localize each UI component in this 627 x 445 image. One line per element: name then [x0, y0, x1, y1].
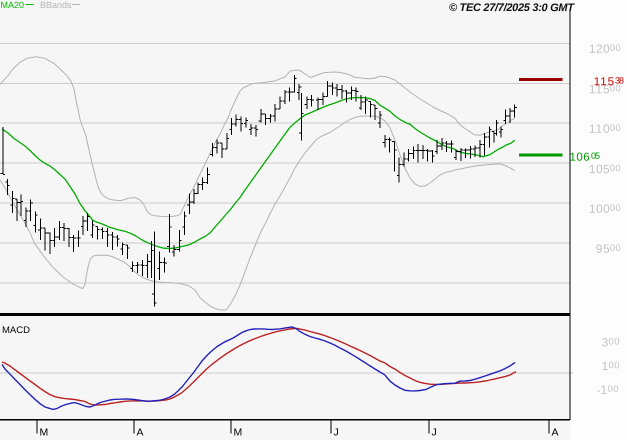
- svg-text:00: 00: [608, 360, 619, 371]
- svg-text:MACD: MACD: [2, 325, 30, 336]
- svg-text:3: 3: [602, 335, 609, 349]
- svg-text:38: 38: [615, 76, 624, 86]
- svg-text:00: 00: [608, 384, 619, 395]
- svg-text:00: 00: [610, 43, 621, 54]
- svg-text:J: J: [334, 427, 339, 439]
- svg-text:115: 115: [594, 76, 614, 88]
- svg-text:115: 115: [589, 82, 610, 96]
- svg-text:105: 105: [589, 162, 610, 176]
- svg-text:00: 00: [610, 163, 621, 174]
- svg-text:1: 1: [602, 359, 609, 373]
- svg-text:05: 05: [591, 151, 600, 161]
- svg-text:00: 00: [610, 243, 621, 254]
- svg-text:00: 00: [608, 337, 619, 348]
- svg-text:-1: -1: [597, 383, 608, 397]
- svg-text:95: 95: [596, 242, 610, 256]
- svg-text:00: 00: [610, 123, 621, 134]
- svg-text:© TEC 27/7/2025 3:0 GMT: © TEC 27/7/2025 3:0 GMT: [449, 2, 575, 14]
- svg-text:100: 100: [589, 202, 610, 216]
- svg-text:00: 00: [610, 203, 621, 214]
- svg-text:A: A: [137, 427, 144, 439]
- svg-text:M: M: [40, 427, 49, 439]
- svg-text:J: J: [432, 427, 437, 439]
- svg-text:106: 106: [569, 152, 589, 164]
- svg-text:120: 120: [589, 42, 610, 56]
- svg-text:110: 110: [589, 122, 610, 136]
- svg-text:BBands: BBands: [40, 0, 72, 10]
- svg-text:M: M: [234, 427, 243, 439]
- svg-text:MA20: MA20: [0, 0, 24, 10]
- svg-text:A: A: [552, 427, 559, 439]
- svg-text:00: 00: [610, 83, 621, 94]
